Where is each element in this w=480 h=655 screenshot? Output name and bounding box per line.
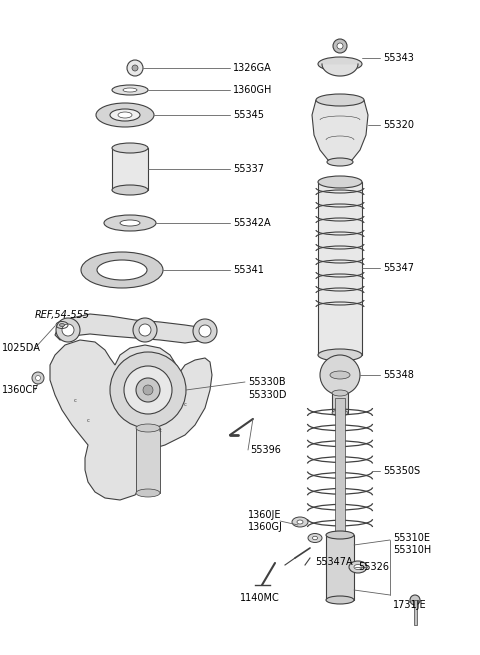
Ellipse shape — [327, 158, 353, 166]
Ellipse shape — [318, 57, 362, 71]
Circle shape — [32, 372, 44, 384]
Circle shape — [36, 375, 40, 381]
Ellipse shape — [326, 596, 354, 604]
Ellipse shape — [308, 534, 322, 542]
Text: 1360GH: 1360GH — [233, 85, 272, 95]
Circle shape — [127, 60, 143, 76]
Circle shape — [62, 324, 74, 336]
Circle shape — [199, 325, 211, 337]
Text: c: c — [86, 417, 89, 422]
Bar — [318, 182, 362, 355]
Text: REF,54-555: REF,54-555 — [35, 310, 90, 320]
Ellipse shape — [316, 94, 364, 106]
Ellipse shape — [110, 109, 140, 121]
Text: 55330D: 55330D — [248, 390, 287, 400]
Text: 55350S: 55350S — [383, 466, 420, 476]
Text: 1140MC: 1140MC — [240, 593, 280, 603]
Text: 1360GJ: 1360GJ — [248, 522, 283, 532]
Circle shape — [333, 39, 347, 53]
Circle shape — [110, 352, 186, 428]
Ellipse shape — [297, 520, 303, 524]
Ellipse shape — [332, 390, 348, 396]
Ellipse shape — [312, 536, 317, 540]
Text: 55345: 55345 — [233, 110, 264, 120]
Ellipse shape — [354, 565, 362, 569]
Ellipse shape — [330, 371, 350, 379]
Ellipse shape — [292, 517, 308, 527]
Text: 55341: 55341 — [233, 265, 264, 275]
Text: 55348: 55348 — [383, 370, 414, 380]
Circle shape — [410, 595, 420, 605]
Circle shape — [124, 366, 172, 414]
Ellipse shape — [332, 410, 348, 416]
Ellipse shape — [97, 260, 147, 280]
Bar — [112, 148, 148, 190]
Ellipse shape — [112, 85, 148, 95]
Ellipse shape — [136, 424, 160, 432]
Polygon shape — [312, 100, 368, 163]
Text: c: c — [73, 398, 76, 403]
Text: c: c — [183, 403, 187, 407]
Circle shape — [193, 319, 217, 343]
Text: 55342A: 55342A — [233, 218, 271, 228]
Ellipse shape — [81, 252, 163, 288]
Text: 1731JE: 1731JE — [393, 600, 427, 610]
Ellipse shape — [136, 489, 160, 497]
Circle shape — [139, 324, 151, 336]
Text: 55347A: 55347A — [315, 557, 353, 567]
Text: 55330B: 55330B — [248, 377, 286, 387]
Circle shape — [132, 65, 138, 71]
Ellipse shape — [104, 215, 156, 231]
Ellipse shape — [112, 143, 148, 153]
Text: 1326GA: 1326GA — [233, 63, 272, 73]
Text: 55310H: 55310H — [393, 545, 431, 555]
Text: 55320: 55320 — [383, 120, 414, 130]
Circle shape — [320, 355, 360, 395]
Text: 1360JE: 1360JE — [248, 510, 281, 520]
Bar — [413, 600, 417, 625]
Text: 55396: 55396 — [250, 445, 281, 455]
Ellipse shape — [112, 185, 148, 195]
Polygon shape — [55, 314, 210, 343]
Text: 55343: 55343 — [383, 53, 414, 63]
Ellipse shape — [123, 88, 137, 92]
Ellipse shape — [326, 531, 354, 539]
Polygon shape — [50, 340, 212, 500]
Bar — [326, 535, 354, 600]
Text: 55347: 55347 — [383, 263, 414, 273]
Bar — [136, 428, 160, 493]
Circle shape — [56, 318, 80, 342]
Circle shape — [143, 385, 153, 395]
Bar — [332, 393, 348, 413]
Text: 1360CF: 1360CF — [2, 385, 39, 395]
Bar — [335, 398, 345, 535]
Circle shape — [136, 378, 160, 402]
Ellipse shape — [118, 112, 132, 118]
Text: 1025DA: 1025DA — [2, 343, 41, 353]
Text: 55326: 55326 — [358, 562, 389, 572]
Text: 55310E: 55310E — [393, 533, 430, 543]
Circle shape — [133, 318, 157, 342]
Ellipse shape — [120, 220, 140, 226]
Ellipse shape — [318, 349, 362, 361]
Ellipse shape — [318, 176, 362, 188]
Circle shape — [337, 43, 343, 49]
Ellipse shape — [349, 561, 367, 573]
Ellipse shape — [60, 324, 64, 326]
Text: 55337: 55337 — [233, 164, 264, 174]
Text: c: c — [158, 428, 161, 432]
Ellipse shape — [96, 103, 154, 127]
